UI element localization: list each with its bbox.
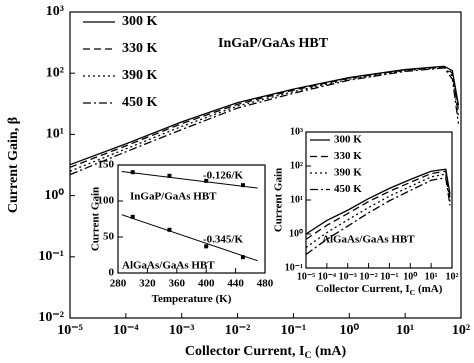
x-tick-label: 10⁻¹ — [281, 323, 307, 338]
x-tick-label: 10⁻⁵ — [297, 271, 315, 282]
legend-label: 330 K — [122, 41, 158, 56]
x-tick-label: 280 — [110, 278, 127, 290]
data-point — [167, 227, 172, 232]
x-tick-label: 320 — [139, 278, 156, 290]
y-tick-label: 10³ — [46, 4, 64, 19]
y-tick-label: 100 — [98, 195, 115, 207]
y-tick-label: 10⁰ — [44, 188, 64, 203]
x-axis-label-text: Temperature (K) — [152, 293, 232, 305]
data-point — [130, 214, 135, 219]
x-tick-label: 10⁻² — [225, 323, 251, 338]
series-line — [305, 168, 451, 235]
x-tick-label: 10⁻⁴ — [318, 271, 336, 282]
y-tick-label: 10⁻¹ — [38, 249, 64, 264]
legend-label: 450 K — [122, 95, 158, 110]
data-point — [240, 255, 245, 260]
y-tick-label: 0 — [109, 267, 115, 279]
y-axis-label: Current Gain — [273, 168, 285, 232]
plot-frame — [305, 131, 453, 269]
slope-annotation: -0.345/K — [203, 234, 243, 246]
y-tick-label: 10² — [46, 65, 64, 80]
data-point — [240, 183, 245, 188]
panel: 280 320 360 400 440 480 0 50 100 150 Temperature (… — [90, 159, 274, 305]
inset-background — [306, 132, 452, 268]
x-tick-label: 440 — [227, 278, 244, 290]
series-annotation: AlGaAs/GaAs HBT — [122, 260, 215, 272]
y-tick-label: 50 — [103, 231, 115, 243]
series-line — [305, 177, 451, 255]
x-tick-label: 10⁻⁴ — [113, 323, 139, 338]
x-tick-label: 10⁻³ — [339, 271, 357, 282]
series-line — [69, 65, 460, 166]
series-line — [305, 170, 451, 240]
plot-frame — [69, 11, 462, 319]
y-axis-label: Current Gain — [90, 187, 102, 251]
data-point — [204, 244, 209, 249]
x-axis-label-sub: C — [410, 288, 416, 297]
series-annotation: InGaP/GaAs HBT — [130, 191, 217, 203]
legend-label: 450 K — [334, 183, 362, 195]
y-axis-label: Current Gain, β — [6, 117, 21, 213]
x-tick-label: 10¹ — [396, 323, 414, 338]
series-line — [69, 66, 460, 172]
y-tick-label: 10⁻¹ — [285, 262, 303, 273]
x-axis-label-sub: C — [304, 350, 311, 361]
x-axis-label: Collector Current, IC (mA) — [316, 283, 443, 297]
x-axis-label: Collector Current, IC (mA) — [185, 344, 347, 361]
x-tick-label: 10⁰ — [339, 323, 359, 338]
x-axis-label-text: Collector Current, I — [316, 283, 410, 295]
x-tick-label: 10² — [452, 323, 470, 338]
y-tick-label: 150 — [98, 159, 115, 171]
annotation: InGaP/GaAs HBT — [218, 36, 329, 51]
x-tick-label: 10¹ — [425, 271, 438, 282]
legend-label: 390 K — [334, 167, 362, 179]
fit-line — [121, 214, 258, 262]
legend-label: 300 K — [334, 134, 362, 146]
y-tick-label: 10⁻² — [38, 310, 64, 325]
legend-label: 390 K — [122, 68, 158, 83]
slope-annotation: -0.126/K — [203, 170, 243, 182]
x-tick-label: 10⁻³ — [169, 323, 195, 338]
y-tick-label: 10² — [290, 160, 303, 171]
data-point — [130, 170, 135, 175]
annotation: AlGaAs/GaAs HBT — [322, 234, 415, 246]
x-tick-label: 10⁰ — [403, 271, 417, 282]
x-axis-label: Temperature (K) — [152, 293, 232, 305]
x-tick-label: 480 — [257, 278, 274, 290]
x-axis-label-unit: (mA) — [415, 283, 443, 295]
x-tick-label: 10² — [446, 271, 459, 282]
series-line — [69, 65, 460, 168]
y-tick-label: 10⁰ — [289, 228, 303, 239]
y-tick-label: 10³ — [290, 126, 303, 137]
x-axis-label-unit: (mA) — [312, 344, 347, 359]
data-point — [167, 173, 172, 178]
legend-label: 300 K — [122, 14, 158, 29]
y-tick-label: 10¹ — [46, 127, 64, 142]
x-tick-label: 10⁻¹ — [380, 271, 398, 282]
fit-line — [121, 170, 258, 189]
data-point — [204, 178, 209, 183]
y-tick-label: 10¹ — [290, 194, 303, 205]
panel: 10⁻⁵ 10⁻⁴ 10⁻³ 10⁻² 10⁻¹ 10⁰ 10¹ 10²10⁻²10⁻¹10⁰… — [6, 4, 470, 361]
x-axis-label-text: Collector Current, I — [185, 344, 305, 359]
x-tick-label: 10⁻² — [359, 271, 377, 282]
x-tick-label: 10⁻⁵ — [57, 323, 83, 338]
x-tick-label: 360 — [169, 278, 186, 290]
x-tick-label: 400 — [198, 278, 215, 290]
legend-label: 330 K — [334, 150, 362, 162]
panel: 10⁻⁵ 10⁻⁴ 10⁻³ 10⁻² 10⁻¹ 10⁰ 10¹ 10²10⁻¹10⁰10¹1… — [273, 126, 459, 296]
plot-frame — [117, 164, 266, 274]
